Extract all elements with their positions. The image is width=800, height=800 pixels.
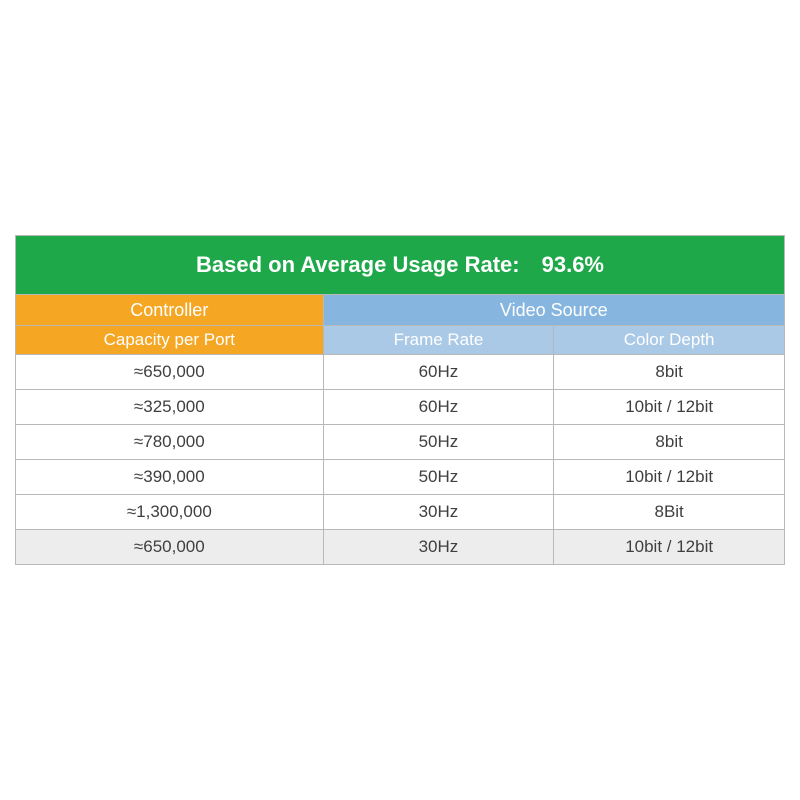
table-row: ≈1,300,000 30Hz 8Bit xyxy=(16,495,785,530)
header-group-row: Controller Video Source xyxy=(16,295,785,326)
cell-frame-rate: 30Hz xyxy=(323,530,554,565)
cell-capacity: ≈390,000 xyxy=(16,460,324,495)
title-value: 93.6% xyxy=(542,252,604,277)
cell-capacity: ≈650,000 xyxy=(16,530,324,565)
table-row: ≈650,000 60Hz 8bit xyxy=(16,355,785,390)
title-label: Based on Average Usage Rate: xyxy=(196,252,520,277)
cell-color-depth: 10bit / 12bit xyxy=(554,460,785,495)
cell-color-depth: 10bit / 12bit xyxy=(554,530,785,565)
title-cell: Based on Average Usage Rate: 93.6% xyxy=(16,236,785,295)
cell-frame-rate: 60Hz xyxy=(323,390,554,425)
cell-frame-rate: 60Hz xyxy=(323,355,554,390)
cell-frame-rate: 50Hz xyxy=(323,425,554,460)
table-wrapper: Based on Average Usage Rate: 93.6% Contro… xyxy=(0,0,800,800)
cell-capacity: ≈325,000 xyxy=(16,390,324,425)
capacity-table: Based on Average Usage Rate: 93.6% Contro… xyxy=(15,235,785,565)
cell-frame-rate: 30Hz xyxy=(323,495,554,530)
cell-frame-rate: 50Hz xyxy=(323,460,554,495)
header-video-source: Video Source xyxy=(323,295,784,326)
cell-capacity: ≈780,000 xyxy=(16,425,324,460)
col-capacity: Capacity per Port xyxy=(16,326,324,355)
table-row: ≈325,000 60Hz 10bit / 12bit xyxy=(16,390,785,425)
header-columns-row: Capacity per Port Frame Rate Color Depth xyxy=(16,326,785,355)
cell-color-depth: 8bit xyxy=(554,425,785,460)
table-row: ≈780,000 50Hz 8bit xyxy=(16,425,785,460)
title-row: Based on Average Usage Rate: 93.6% xyxy=(16,236,785,295)
cell-capacity: ≈650,000 xyxy=(16,355,324,390)
cell-capacity: ≈1,300,000 xyxy=(16,495,324,530)
header-controller: Controller xyxy=(16,295,324,326)
col-color-depth: Color Depth xyxy=(554,326,785,355)
cell-color-depth: 10bit / 12bit xyxy=(554,390,785,425)
table-row: ≈390,000 50Hz 10bit / 12bit xyxy=(16,460,785,495)
cell-color-depth: 8bit xyxy=(554,355,785,390)
table-row: ≈650,000 30Hz 10bit / 12bit xyxy=(16,530,785,565)
cell-color-depth: 8Bit xyxy=(554,495,785,530)
col-frame-rate: Frame Rate xyxy=(323,326,554,355)
